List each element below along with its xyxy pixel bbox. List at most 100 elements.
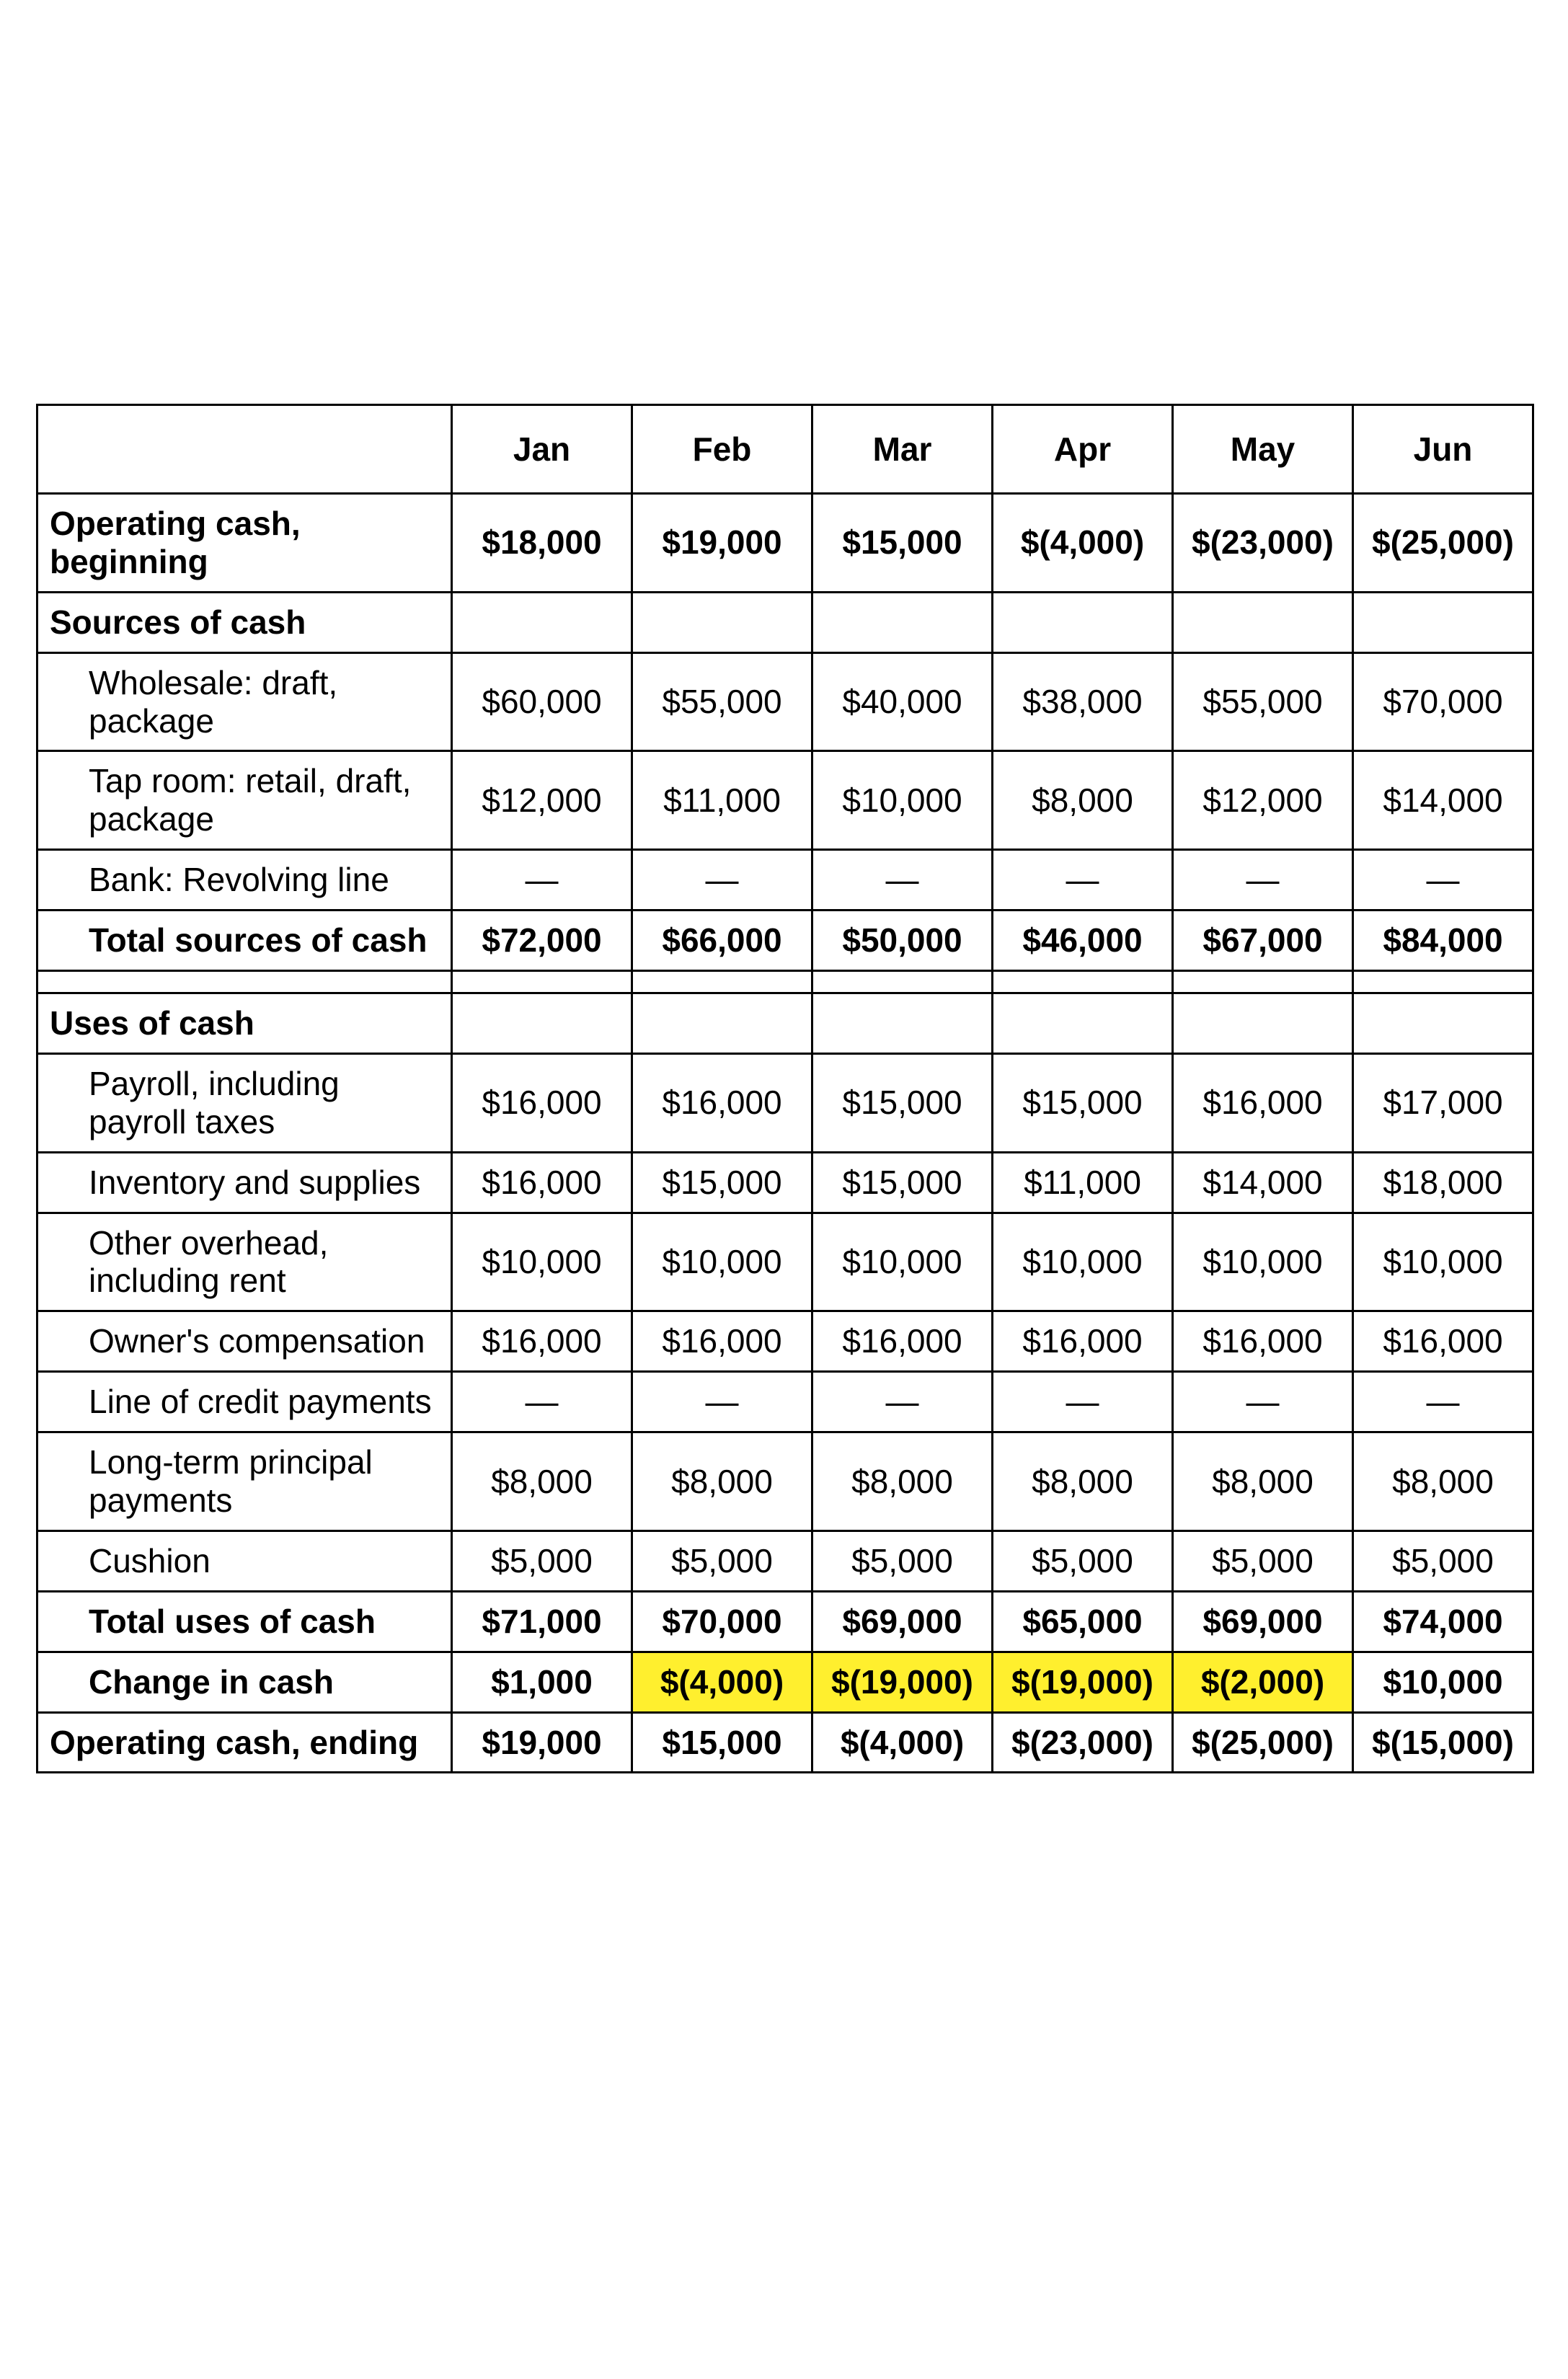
cell-value: — [812, 1372, 993, 1432]
cell-value: $18,000 [1353, 1152, 1533, 1213]
cell-value: — [993, 1372, 1173, 1432]
cell-value: — [812, 850, 993, 911]
cell-value: $(4,000) [812, 1712, 993, 1773]
cell-value: $(4,000) [632, 1652, 812, 1712]
cell-value: $65,000 [993, 1591, 1173, 1652]
cell-value: $(19,000) [812, 1652, 993, 1712]
cell-value: $15,000 [812, 1053, 993, 1152]
row-label: Operating cash, ending [37, 1712, 452, 1773]
spacer-cell [37, 971, 452, 993]
row-label: Owner's compensation [37, 1311, 452, 1372]
cell-value: $12,000 [1173, 751, 1353, 850]
cell-value: $72,000 [452, 911, 632, 971]
cell-value [812, 993, 993, 1054]
row-label: Line of credit payments [37, 1372, 452, 1432]
cell-value: — [1353, 1372, 1533, 1432]
cell-value: $8,000 [812, 1432, 993, 1531]
cell-value: $(25,000) [1353, 494, 1533, 593]
header-month: Mar [812, 405, 993, 494]
header-month: May [1173, 405, 1353, 494]
table-row: Tap room: retail, draft, package$12,000$… [37, 751, 1533, 850]
table-header-row: Jan Feb Mar Apr May Jun [37, 405, 1533, 494]
cell-value: $15,000 [632, 1712, 812, 1773]
table-row: Line of credit payments—————— [37, 1372, 1533, 1432]
row-label: Total sources of cash [37, 911, 452, 971]
cell-value: $8,000 [993, 1432, 1173, 1531]
cell-value: $1,000 [452, 1652, 632, 1712]
cell-value: $19,000 [632, 494, 812, 593]
cell-value: $10,000 [993, 1213, 1173, 1311]
cell-value [452, 993, 632, 1054]
spacer-cell [452, 971, 632, 993]
cell-value: $12,000 [452, 751, 632, 850]
cell-value: $5,000 [632, 1530, 812, 1591]
cell-value: $15,000 [993, 1053, 1173, 1152]
cell-value: $(23,000) [1173, 494, 1353, 593]
cell-value: $69,000 [1173, 1591, 1353, 1652]
cell-value [1173, 993, 1353, 1054]
cell-value: $11,000 [993, 1152, 1173, 1213]
table-row: Total sources of cash$72,000$66,000$50,0… [37, 911, 1533, 971]
table-row: Payroll, including payroll taxes$16,000$… [37, 1053, 1533, 1152]
header-month: Apr [993, 405, 1173, 494]
row-label: Uses of cash [37, 993, 452, 1054]
table-row: Long-term principal payments$8,000$8,000… [37, 1432, 1533, 1531]
cell-value: — [1173, 1372, 1353, 1432]
cell-value: $16,000 [632, 1311, 812, 1372]
cell-value: — [452, 1372, 632, 1432]
cell-value: $(23,000) [993, 1712, 1173, 1773]
cell-value: $66,000 [632, 911, 812, 971]
row-label: Tap room: retail, draft, package [37, 751, 452, 850]
cell-value: $5,000 [993, 1530, 1173, 1591]
cell-value: $15,000 [812, 1152, 993, 1213]
cell-value: $10,000 [452, 1213, 632, 1311]
table-row: Wholesale: draft, package$60,000$55,000$… [37, 652, 1533, 751]
cell-value: — [632, 850, 812, 911]
cell-value: $71,000 [452, 1591, 632, 1652]
header-month: Jan [452, 405, 632, 494]
cell-value: $84,000 [1353, 911, 1533, 971]
cell-value: $(15,000) [1353, 1712, 1533, 1773]
cash-flow-table: Jan Feb Mar Apr May Jun Operating cash, … [36, 404, 1534, 1773]
cell-value: $(2,000) [1173, 1652, 1353, 1712]
cell-value: $5,000 [1353, 1530, 1533, 1591]
row-label: Payroll, including payroll taxes [37, 1053, 452, 1152]
row-label: Bank: Revolving line [37, 850, 452, 911]
spacer-cell [812, 971, 993, 993]
cell-value: $8,000 [1173, 1432, 1353, 1531]
table-row: Cushion$5,000$5,000$5,000$5,000$5,000$5,… [37, 1530, 1533, 1591]
cell-value: $8,000 [1353, 1432, 1533, 1531]
header-month: Feb [632, 405, 812, 494]
cell-value [812, 592, 993, 652]
header-blank [37, 405, 452, 494]
spacer-cell [1353, 971, 1533, 993]
cell-value: $46,000 [993, 911, 1173, 971]
spacer-cell [993, 971, 1173, 993]
cell-value: — [632, 1372, 812, 1432]
row-label: Cushion [37, 1530, 452, 1591]
cell-value: $10,000 [1353, 1652, 1533, 1712]
cell-value [632, 993, 812, 1054]
table-row: Change in cash$1,000$(4,000)$(19,000)$(1… [37, 1652, 1533, 1712]
cell-value: $55,000 [1173, 652, 1353, 751]
spacer-cell [632, 971, 812, 993]
cell-value: $5,000 [1173, 1530, 1353, 1591]
spacer-cell [1173, 971, 1353, 993]
cell-value [1353, 592, 1533, 652]
cell-value: $5,000 [812, 1530, 993, 1591]
cell-value: $10,000 [1173, 1213, 1353, 1311]
cell-value: — [993, 850, 1173, 911]
row-label: Sources of cash [37, 592, 452, 652]
cell-value: $10,000 [632, 1213, 812, 1311]
cell-value: $10,000 [812, 1213, 993, 1311]
row-label: Total uses of cash [37, 1591, 452, 1652]
table-row: Owner's compensation$16,000$16,000$16,00… [37, 1311, 1533, 1372]
cell-value: — [1353, 850, 1533, 911]
cell-value: $70,000 [1353, 652, 1533, 751]
cell-value: $16,000 [632, 1053, 812, 1152]
table-row: Inventory and supplies$16,000$15,000$15,… [37, 1152, 1533, 1213]
row-label: Inventory and supplies [37, 1152, 452, 1213]
row-label: Other overhead, including rent [37, 1213, 452, 1311]
table-row: Bank: Revolving line—————— [37, 850, 1533, 911]
cell-value [452, 592, 632, 652]
